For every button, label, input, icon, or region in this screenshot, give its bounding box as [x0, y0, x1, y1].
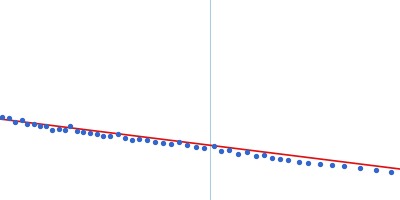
- Point: [19, 118, 25, 121]
- Point: [211, 144, 217, 148]
- Point: [285, 158, 291, 162]
- Point: [62, 128, 68, 132]
- Point: [201, 146, 207, 149]
- Point: [160, 141, 166, 145]
- Point: [244, 151, 250, 154]
- Point: [80, 130, 86, 134]
- Point: [184, 143, 190, 147]
- Point: [176, 141, 182, 144]
- Point: [49, 128, 55, 131]
- Point: [122, 136, 128, 140]
- Point: [253, 154, 259, 158]
- Point: [100, 134, 106, 138]
- Point: [168, 142, 174, 146]
- Point: [218, 149, 224, 153]
- Point: [341, 165, 347, 168]
- Point: [56, 127, 62, 131]
- Point: [12, 120, 18, 123]
- Point: [317, 162, 323, 166]
- Point: [144, 138, 150, 142]
- Point: [152, 140, 158, 143]
- Point: [269, 156, 275, 159]
- Point: [193, 145, 199, 149]
- Point: [67, 124, 73, 127]
- Point: [87, 131, 93, 135]
- Point: [107, 135, 113, 138]
- Point: [31, 122, 37, 125]
- Point: [43, 124, 49, 128]
- Point: [277, 157, 283, 161]
- Point: [115, 132, 121, 135]
- Point: [226, 148, 232, 151]
- Point: [373, 168, 379, 171]
- Point: [0, 115, 5, 119]
- Point: [329, 163, 335, 167]
- Point: [388, 171, 394, 174]
- Point: [296, 160, 302, 163]
- Point: [357, 167, 363, 170]
- Point: [94, 133, 100, 136]
- Point: [136, 137, 142, 141]
- Point: [305, 161, 311, 165]
- Point: [235, 152, 241, 155]
- Point: [24, 123, 30, 126]
- Point: [6, 116, 12, 120]
- Point: [37, 124, 43, 127]
- Point: [129, 138, 135, 141]
- Point: [74, 129, 80, 133]
- Point: [261, 153, 267, 157]
